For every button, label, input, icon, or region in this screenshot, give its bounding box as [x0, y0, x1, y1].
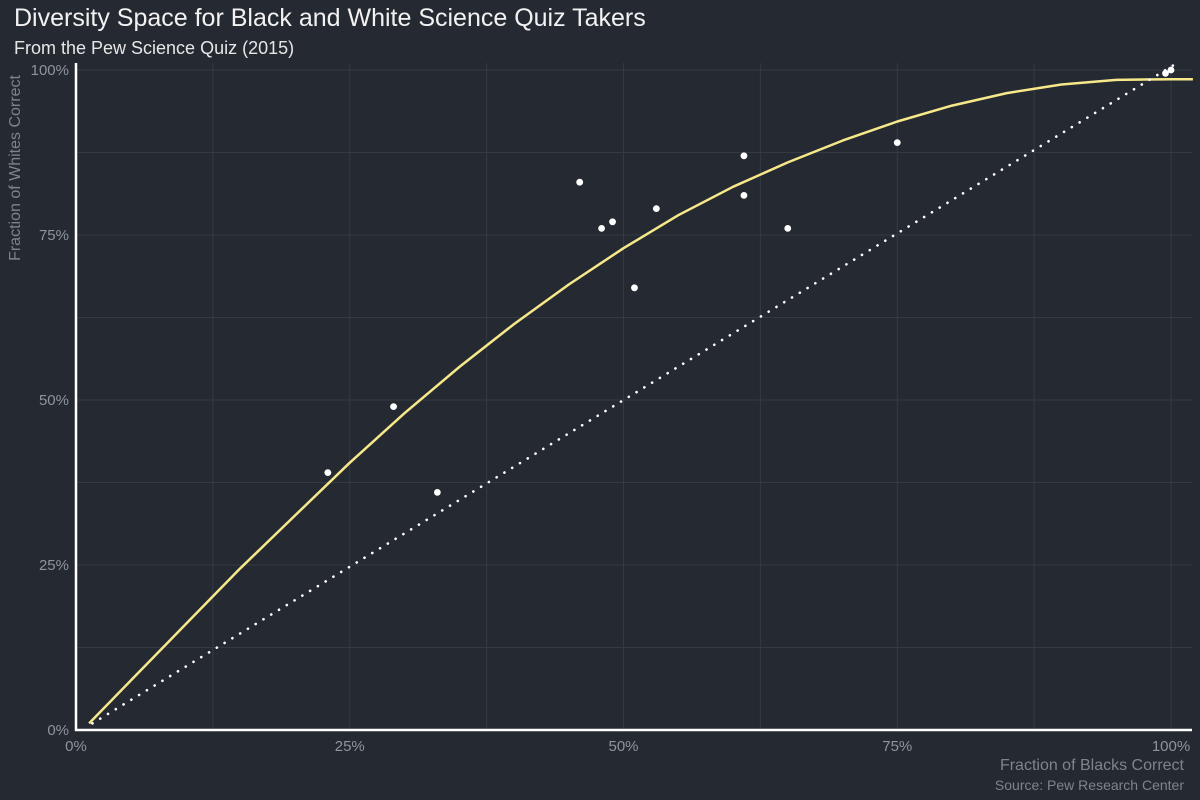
data-point: [433, 489, 441, 496]
x-tick-label: 100%: [1152, 738, 1190, 755]
chart-caption: Source: Pew Research Center: [994, 777, 1184, 793]
x-axis-label: Fraction of Blacks Correct: [999, 757, 1184, 774]
chart-title: Diversity Space for Black and White Scie…: [14, 4, 646, 32]
y-tick-label: 100%: [31, 62, 69, 79]
y-tick-label: 75%: [39, 227, 69, 244]
x-tick-label: 50%: [608, 738, 638, 755]
data-point: [390, 403, 397, 410]
data-point: [631, 284, 638, 292]
data-point: [576, 178, 584, 186]
fit-curve: [88, 77, 1193, 725]
data-point: [1167, 66, 1175, 74]
y-tick-label: 50%: [39, 392, 69, 409]
data-point: [652, 205, 660, 213]
reference-line: [91, 62, 1178, 725]
data-point: [598, 225, 605, 232]
y-tick-label: 25%: [39, 557, 69, 574]
data-point: [609, 218, 616, 226]
data-point: [893, 139, 901, 147]
data-point: [1162, 69, 1169, 77]
x-tick-label: 0%: [65, 738, 87, 755]
data-point: [324, 469, 332, 476]
series-layer: [88, 62, 1193, 725]
data-point: [740, 152, 748, 160]
y-tick-label: 0%: [47, 722, 69, 739]
data-point: [784, 225, 792, 232]
chart-subtitle: From the Pew Science Quiz (2015): [14, 38, 295, 58]
axis-layer: [74, 63, 1192, 732]
data-point: [740, 192, 748, 199]
tick-label-layer: 0% 25% 50% 75% 100% 0% 25% 50% 75% 100%: [31, 62, 1191, 755]
x-tick-label: 25%: [335, 738, 365, 755]
grid-layer: [76, 63, 1192, 730]
x-tick-label: 75%: [882, 738, 912, 755]
